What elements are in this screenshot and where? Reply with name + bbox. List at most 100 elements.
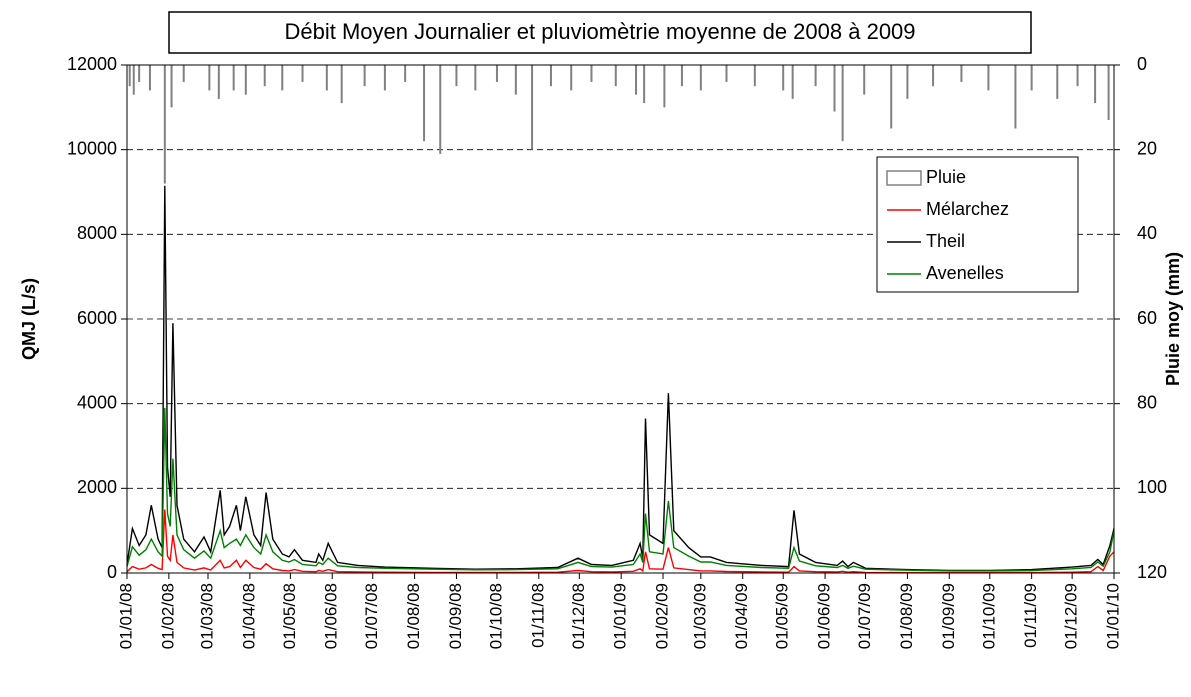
legend: Pluie Mélarchez Theil Avenelles	[876, 156, 1079, 293]
rain-bar	[170, 65, 173, 108]
rain-bar	[244, 65, 247, 95]
x-tick-label: 01/11/08	[528, 583, 547, 648]
x-tick-label: 01/09/08	[446, 583, 465, 649]
x-tick-label: 01/05/09	[773, 583, 792, 649]
rain-bar	[833, 65, 836, 112]
y-tick-label: 10000	[67, 138, 117, 158]
rain-bar	[1056, 65, 1059, 99]
x-tick-label: 01/01/09	[611, 583, 630, 649]
x-tick-label: 01/03/08	[197, 583, 216, 649]
plot	[126, 65, 1115, 574]
rain-bar	[495, 65, 498, 82]
rain-bar	[163, 65, 166, 184]
y-tick-label: 8000	[77, 223, 117, 243]
rain-bar	[514, 65, 517, 95]
x-tick-label: 01/04/08	[239, 583, 258, 649]
rain-bar	[590, 65, 593, 82]
x-tick-label: 01/11/09	[1021, 583, 1040, 648]
x-tick-label: 01/12/09	[1062, 583, 1081, 649]
flow-line	[126, 185, 1115, 572]
rain-bar	[474, 65, 477, 91]
x-tick-label: 01/06/09	[815, 583, 834, 649]
x-tick-label: 01/08/09	[897, 583, 916, 649]
rain-bar	[439, 65, 442, 154]
legend-label: Mélarchez	[926, 199, 1009, 219]
axes: 0 2000 4000 6000 8000 10000 12000 0 20 40 60 80 100 1…	[67, 54, 1167, 649]
x-tick-label: 01/05/08	[280, 583, 299, 649]
y-tick-label: 2000	[77, 477, 117, 497]
y2-tick-label: 60	[1137, 308, 1157, 328]
rain-bar	[531, 65, 534, 150]
x-tick-label: 01/08/08	[404, 583, 423, 649]
x-tick-label: 01/07/09	[855, 583, 874, 649]
rain-bar	[363, 65, 366, 87]
flow-line	[126, 509, 1115, 574]
legend-swatch	[886, 170, 922, 186]
legend-label: Avenelles	[926, 263, 1004, 283]
rain-bar	[1076, 65, 1079, 87]
rain-bar	[1030, 65, 1033, 91]
legend-label: Theil	[926, 231, 965, 251]
rain-bar	[217, 65, 220, 99]
rain-bar	[725, 65, 728, 82]
rain-bar	[301, 65, 304, 82]
y2-tick-label: 20	[1137, 138, 1157, 158]
rain-bar	[960, 65, 963, 82]
rain-bar	[404, 65, 407, 82]
rain-bar	[132, 65, 135, 95]
y2-tick-label: 0	[1137, 54, 1147, 74]
x-tick-label: 01/06/08	[322, 583, 341, 649]
rain-bar	[1107, 65, 1110, 121]
rain-bar	[814, 65, 817, 87]
rain-bar	[863, 65, 866, 95]
rain-bar	[791, 65, 794, 99]
rain-bar	[906, 65, 909, 99]
x-tick-label: 01/02/09	[653, 583, 672, 649]
x-tick-label: 01/01/08	[116, 583, 135, 649]
y-tick-label: 12000	[67, 54, 117, 74]
x-tick-label: 01/10/09	[979, 583, 998, 649]
rain-bar	[663, 65, 666, 108]
x-tick-label: 01/04/09	[732, 583, 751, 649]
rain-bar	[753, 65, 756, 87]
y-tick-label: 0	[107, 562, 117, 582]
x-tick-label: 01/12/08	[569, 583, 588, 649]
rain-bar	[128, 65, 131, 87]
grid	[127, 64, 1114, 574]
rain-bar	[680, 65, 683, 87]
x-tick-label: 01/07/08	[362, 583, 381, 649]
rain-bar	[635, 65, 638, 95]
flow-line	[126, 407, 1115, 572]
x-tick-label: 01/02/08	[158, 583, 177, 649]
rain-bar	[423, 65, 426, 142]
rain-bar	[208, 65, 211, 91]
y-axis-title: QMJ (L/s)	[19, 278, 39, 360]
y2-tick-label: 100	[1137, 477, 1167, 497]
rain-bar	[281, 65, 284, 91]
y-tick-label: 6000	[77, 308, 117, 328]
rain-bar	[549, 65, 552, 87]
rain-bar	[263, 65, 266, 87]
title-box	[168, 11, 1032, 54]
rain-bar	[340, 65, 343, 104]
rain-bar	[614, 65, 617, 87]
rain-bar	[148, 65, 151, 91]
legend-label: Pluie	[926, 167, 966, 187]
y2-tick-label: 80	[1137, 392, 1157, 412]
x-tick-label: 01/03/09	[690, 583, 709, 649]
rain-bar	[138, 65, 141, 82]
rain-bar	[932, 65, 935, 87]
chart-title: Débit Moyen Journalier et pluviomètrie m…	[284, 19, 915, 44]
rain-bar	[383, 65, 386, 91]
y2-tick-label: 120	[1137, 562, 1167, 582]
rain-bar	[1094, 65, 1097, 104]
y-tick-label: 4000	[77, 392, 117, 412]
x-tick-label: 01/01/10	[1103, 583, 1122, 649]
rain-bar	[782, 65, 785, 91]
rain-bar	[1014, 65, 1017, 129]
rain-bar	[325, 65, 328, 91]
rain-bar	[570, 65, 573, 91]
rain-bar	[987, 65, 990, 91]
x-tick-label: 01/10/08	[486, 583, 505, 649]
